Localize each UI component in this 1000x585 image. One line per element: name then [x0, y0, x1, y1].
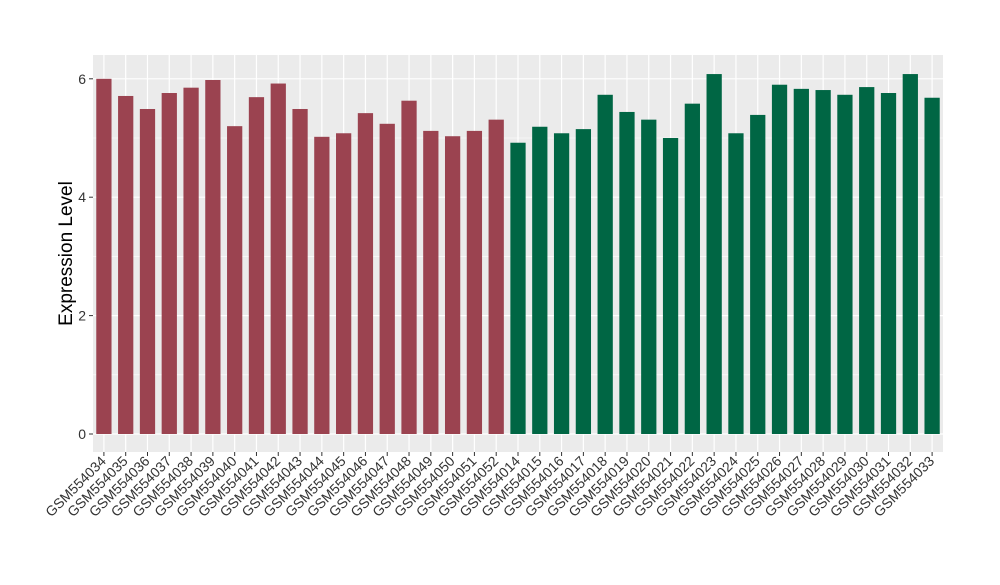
bar [118, 95, 134, 434]
y-axis-title: Expression Level [56, 181, 77, 326]
y-tick-label: 2 [78, 308, 86, 324]
bar [662, 138, 679, 434]
y-tick-label: 0 [78, 426, 86, 442]
y-tick-label: 4 [78, 189, 86, 205]
bar [575, 129, 592, 434]
bar [161, 93, 177, 435]
bar [379, 123, 395, 435]
y-tick-label: 6 [78, 71, 86, 87]
bar [510, 142, 526, 434]
bar [423, 130, 439, 434]
bar [793, 88, 809, 434]
bar [924, 97, 940, 434]
bar [750, 114, 766, 435]
bar [859, 87, 875, 434]
bar [597, 94, 613, 434]
bar [139, 108, 156, 434]
bar [205, 79, 221, 434]
bar [880, 93, 897, 435]
bar [902, 74, 918, 435]
bar [183, 87, 199, 435]
bar [728, 133, 744, 435]
bar [314, 136, 330, 435]
bar [815, 90, 831, 434]
bar [619, 111, 635, 435]
bar [641, 119, 657, 434]
bar [771, 84, 788, 434]
bar [837, 94, 853, 434]
bar [684, 103, 700, 434]
bar [401, 100, 417, 434]
bar [227, 126, 243, 434]
bar [444, 136, 461, 434]
bar [248, 97, 265, 434]
bar [553, 133, 570, 435]
bar [532, 126, 548, 434]
bar [96, 78, 112, 435]
bar [488, 119, 504, 434]
bar [706, 74, 722, 435]
bar [466, 130, 483, 434]
bar [336, 133, 352, 435]
bar [292, 108, 308, 434]
bar [357, 113, 374, 435]
bar [270, 83, 286, 434]
